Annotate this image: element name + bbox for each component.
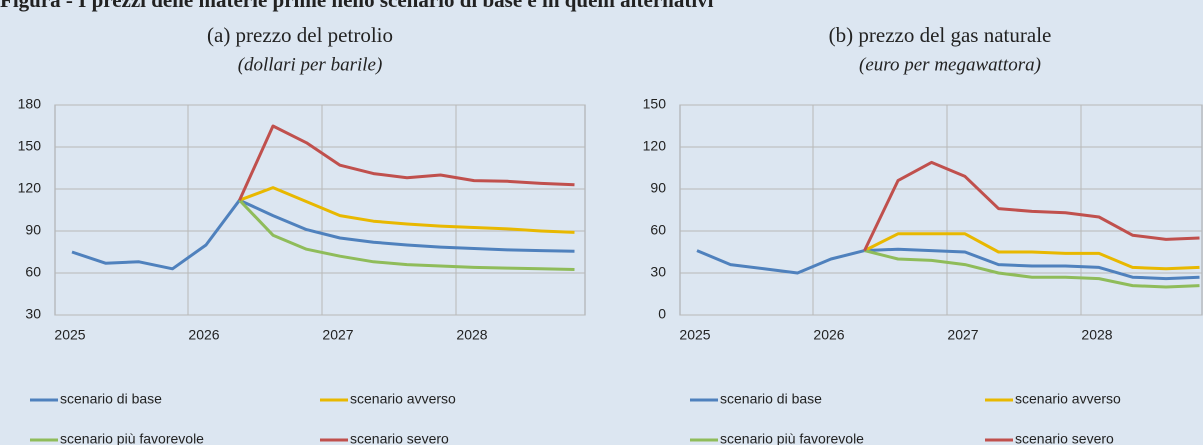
x-tick-label: 2026 — [813, 327, 844, 343]
legend-label: scenario più favorevole — [60, 431, 204, 445]
series-line — [71, 198, 575, 271]
y-tick-label: 150 — [643, 96, 667, 112]
x-tick-label: 2028 — [456, 327, 487, 343]
series-line — [863, 160, 1200, 252]
y-tick-label: 180 — [18, 96, 42, 112]
y-tick-label: 120 — [18, 180, 42, 196]
y-tick-label: 30 — [25, 306, 41, 322]
legend-label: scenario severo — [350, 431, 449, 445]
series-line — [238, 199, 575, 271]
legend-label: scenario severo — [1015, 431, 1114, 445]
x-tick-label: 2027 — [947, 327, 978, 343]
chart-title: (a) prezzo del petrolio — [207, 23, 393, 47]
x-tick-label: 2025 — [54, 327, 85, 343]
y-tick-label: 30 — [650, 264, 666, 280]
chart-subtitle: (euro per megawattora) — [859, 54, 1041, 75]
x-tick-label: 2028 — [1081, 327, 1112, 343]
series-line — [238, 186, 575, 234]
y-tick-label: 60 — [25, 264, 41, 280]
chart-subtitle: (dollari per barile) — [238, 54, 383, 75]
series-line — [238, 124, 575, 201]
figure-title: Figura - I prezzi delle materie prime ne… — [0, 0, 714, 12]
legend-label: scenario di base — [60, 391, 162, 407]
y-tick-label: 150 — [18, 138, 42, 154]
plot-area — [54, 104, 586, 316]
x-tick-label: 2026 — [188, 327, 219, 343]
series-line — [863, 232, 1200, 271]
series-line — [696, 247, 1200, 281]
legend-label: scenario avverso — [350, 391, 456, 407]
chart-title: (b) prezzo del gas naturale — [829, 23, 1052, 47]
y-tick-label: 60 — [650, 222, 666, 238]
legend-label: scenario più favorevole — [720, 431, 864, 445]
y-tick-label: 120 — [643, 138, 667, 154]
x-tick-label: 2025 — [679, 327, 710, 343]
legend-label: scenario di base — [720, 391, 822, 407]
x-tick-label: 2027 — [322, 327, 353, 343]
y-tick-label: 90 — [25, 222, 41, 238]
series-line — [864, 249, 1200, 289]
legend-label: scenario avverso — [1015, 391, 1121, 407]
y-tick-label: 90 — [650, 180, 666, 196]
y-tick-label: 0 — [658, 306, 666, 322]
